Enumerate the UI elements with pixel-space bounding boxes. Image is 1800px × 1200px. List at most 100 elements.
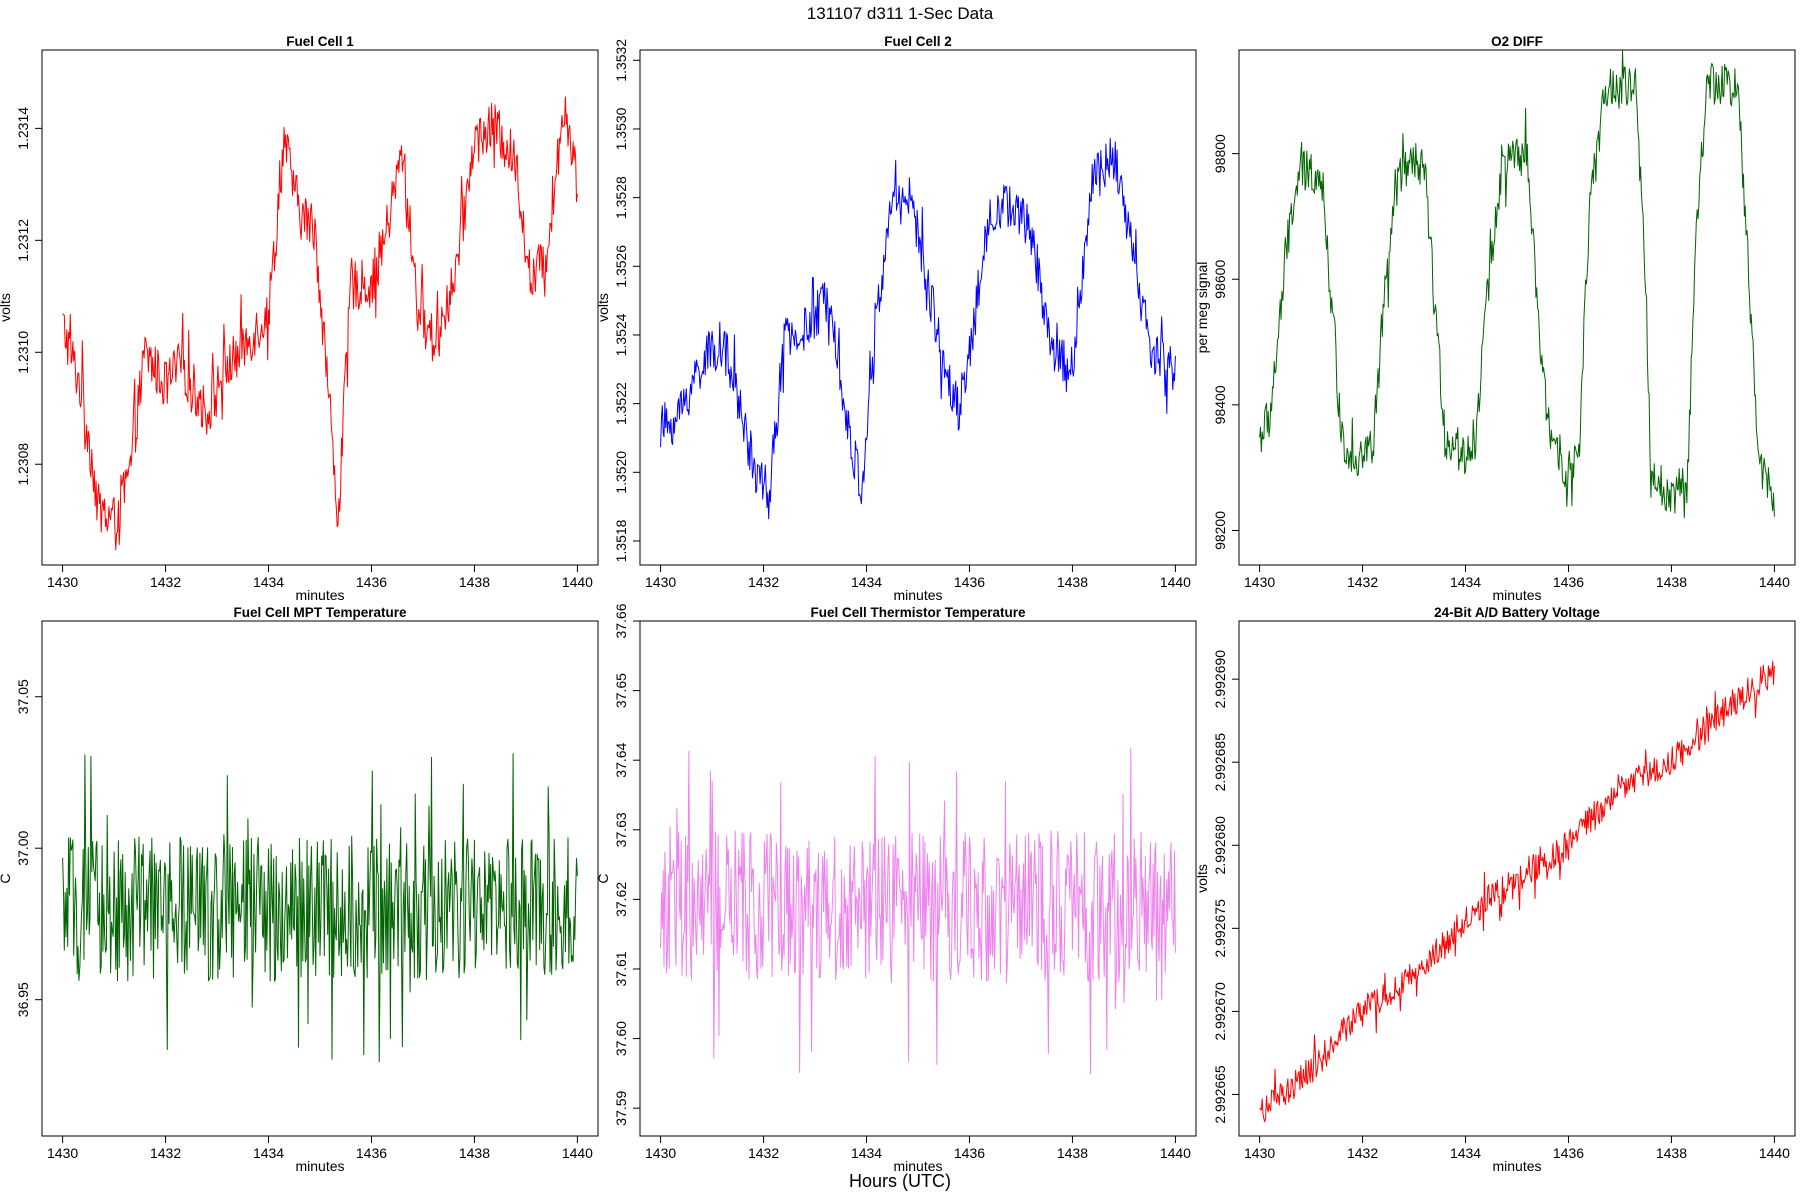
x-tick-label: 1436 bbox=[356, 574, 387, 590]
series-line bbox=[62, 96, 578, 551]
chart-panel-5: Fuel Cell Thermistor Temperature 1430 1432… bbox=[595, 603, 1197, 1174]
y-tick-label: 37.65 bbox=[613, 673, 629, 708]
x-tick-label: 1440 bbox=[562, 1145, 593, 1161]
y-tick-label: 2.992685 bbox=[1212, 733, 1228, 792]
y-tick-label: 37.64 bbox=[613, 742, 629, 777]
chart-panel-6: 24-Bit A/D Battery Voltage 1430 1432 1434 14… bbox=[1194, 605, 1796, 1174]
x-tick-label: 1432 bbox=[150, 574, 181, 590]
panel-title: O2 DIFF bbox=[1491, 34, 1543, 49]
y-tick-label: 1.3518 bbox=[613, 519, 629, 562]
panel-title: Fuel Cell Thermistor Temperature bbox=[810, 605, 1026, 620]
series-line bbox=[62, 753, 578, 1063]
chart-panel-4: Fuel Cell MPT Temperature 1430 1432 1434 143… bbox=[0, 605, 599, 1174]
x-tick-label: 1440 bbox=[1160, 574, 1191, 590]
x-tick-label: 1432 bbox=[748, 574, 779, 590]
y-tick-label: 98400 bbox=[1212, 385, 1228, 424]
y-axis-label: C bbox=[0, 873, 13, 883]
x-tick-label: 1436 bbox=[1553, 574, 1584, 590]
chart-panel-1: Fuel Cell 1 1430 1432 1434 1436 1438 1440 minut… bbox=[0, 34, 599, 603]
y-tick-label: 98600 bbox=[1212, 260, 1228, 299]
y-tick-label: 37.05 bbox=[15, 679, 31, 714]
x-tick-label: 1432 bbox=[748, 1145, 779, 1161]
panel-title: Fuel Cell MPT Temperature bbox=[233, 605, 407, 620]
x-tick-label: 1438 bbox=[1057, 574, 1088, 590]
panel-title: Fuel Cell 1 bbox=[286, 34, 354, 49]
x-tick-label: 1436 bbox=[356, 1145, 387, 1161]
x-tick-label: 1434 bbox=[1450, 574, 1481, 590]
y-tick-label: 37.59 bbox=[613, 1090, 629, 1125]
y-tick-label: 1.2310 bbox=[15, 331, 31, 374]
x-tick-label: 1432 bbox=[1347, 574, 1378, 590]
x-tick-label: 1432 bbox=[1347, 1145, 1378, 1161]
y-axis-label: per meg signal bbox=[1194, 262, 1210, 354]
series-line bbox=[660, 747, 1176, 1075]
chart-panel-2: Fuel Cell 2 1430 1432 1434 1436 1438 1440 minut… bbox=[595, 34, 1197, 603]
y-tick-label: 1.3520 bbox=[613, 451, 629, 494]
y-axis-label: volts bbox=[1194, 864, 1210, 893]
footer-axis-label: Hours (UTC) bbox=[849, 1171, 951, 1191]
x-tick-label: 1434 bbox=[253, 1145, 284, 1161]
x-axis-label: minutes bbox=[295, 587, 344, 603]
y-tick-label: 1.3522 bbox=[613, 382, 629, 425]
x-tick-label: 1438 bbox=[459, 1145, 490, 1161]
series-line bbox=[1259, 50, 1775, 519]
y-tick-label: 37.00 bbox=[15, 830, 31, 865]
y-axis-label: volts bbox=[595, 293, 611, 322]
plot-frame bbox=[1238, 49, 1796, 566]
panel-title: Fuel Cell 2 bbox=[884, 34, 952, 49]
y-tick-label: 1.2308 bbox=[15, 443, 31, 486]
y-tick-label: 1.2312 bbox=[15, 219, 31, 262]
y-tick-label: 37.66 bbox=[613, 603, 629, 638]
y-tick-label: 1.3532 bbox=[613, 39, 629, 82]
y-tick-label: 1.2314 bbox=[15, 107, 31, 150]
y-tick-label: 2.992675 bbox=[1212, 899, 1228, 958]
y-axis-label: volts bbox=[0, 293, 13, 322]
y-tick-label: 37.61 bbox=[613, 951, 629, 986]
y-tick-label: 1.3526 bbox=[613, 245, 629, 288]
y-tick-label: 98800 bbox=[1212, 134, 1228, 173]
x-tick-label: 1434 bbox=[253, 574, 284, 590]
x-tick-label: 1438 bbox=[1656, 574, 1687, 590]
x-tick-label: 1430 bbox=[645, 574, 676, 590]
x-tick-label: 1438 bbox=[1656, 1145, 1687, 1161]
x-tick-label: 1440 bbox=[1160, 1145, 1191, 1161]
panels: Fuel Cell 1 1430 1432 1434 1436 1438 1440 minut… bbox=[0, 34, 1796, 1174]
x-axis-label: minutes bbox=[893, 1158, 942, 1174]
x-axis-label: minutes bbox=[893, 587, 942, 603]
y-tick-label: 36.95 bbox=[15, 982, 31, 1017]
y-tick-label: 98200 bbox=[1212, 511, 1228, 550]
x-tick-label: 1438 bbox=[459, 574, 490, 590]
y-axis-label: C bbox=[595, 873, 611, 883]
plot-frame bbox=[41, 49, 599, 566]
y-tick-label: 2.992690 bbox=[1212, 650, 1228, 709]
y-tick-label: 2.992670 bbox=[1212, 982, 1228, 1041]
y-tick-label: 1.3528 bbox=[613, 176, 629, 219]
x-tick-label: 1430 bbox=[47, 1145, 78, 1161]
x-axis-label: minutes bbox=[295, 1158, 344, 1174]
x-tick-label: 1430 bbox=[1244, 574, 1275, 590]
y-tick-label: 2.992665 bbox=[1212, 1065, 1228, 1124]
y-tick-label: 1.3524 bbox=[613, 313, 629, 356]
plot-frame bbox=[639, 49, 1197, 566]
chart-panel-3: O2 DIFF 1430 1432 1434 1436 1438 1440 minutes 98… bbox=[1194, 34, 1796, 603]
y-tick-label: 37.62 bbox=[613, 882, 629, 917]
x-tick-label: 1440 bbox=[562, 574, 593, 590]
series-line bbox=[660, 137, 1176, 520]
y-tick-label: 1.3530 bbox=[613, 107, 629, 150]
y-tick-label: 2.992680 bbox=[1212, 816, 1228, 875]
x-tick-label: 1438 bbox=[1057, 1145, 1088, 1161]
x-axis-label: minutes bbox=[1492, 587, 1541, 603]
x-tick-label: 1436 bbox=[954, 1145, 985, 1161]
x-tick-label: 1440 bbox=[1759, 1145, 1790, 1161]
plot-frame bbox=[1238, 620, 1796, 1137]
y-tick-label: 37.63 bbox=[613, 812, 629, 847]
x-tick-label: 1430 bbox=[645, 1145, 676, 1161]
x-tick-label: 1432 bbox=[150, 1145, 181, 1161]
x-tick-label: 1434 bbox=[851, 1145, 882, 1161]
x-tick-label: 1434 bbox=[851, 574, 882, 590]
x-tick-label: 1430 bbox=[1244, 1145, 1275, 1161]
x-tick-label: 1430 bbox=[47, 574, 78, 590]
series-line bbox=[1259, 660, 1775, 1123]
x-axis-label: minutes bbox=[1492, 1158, 1541, 1174]
